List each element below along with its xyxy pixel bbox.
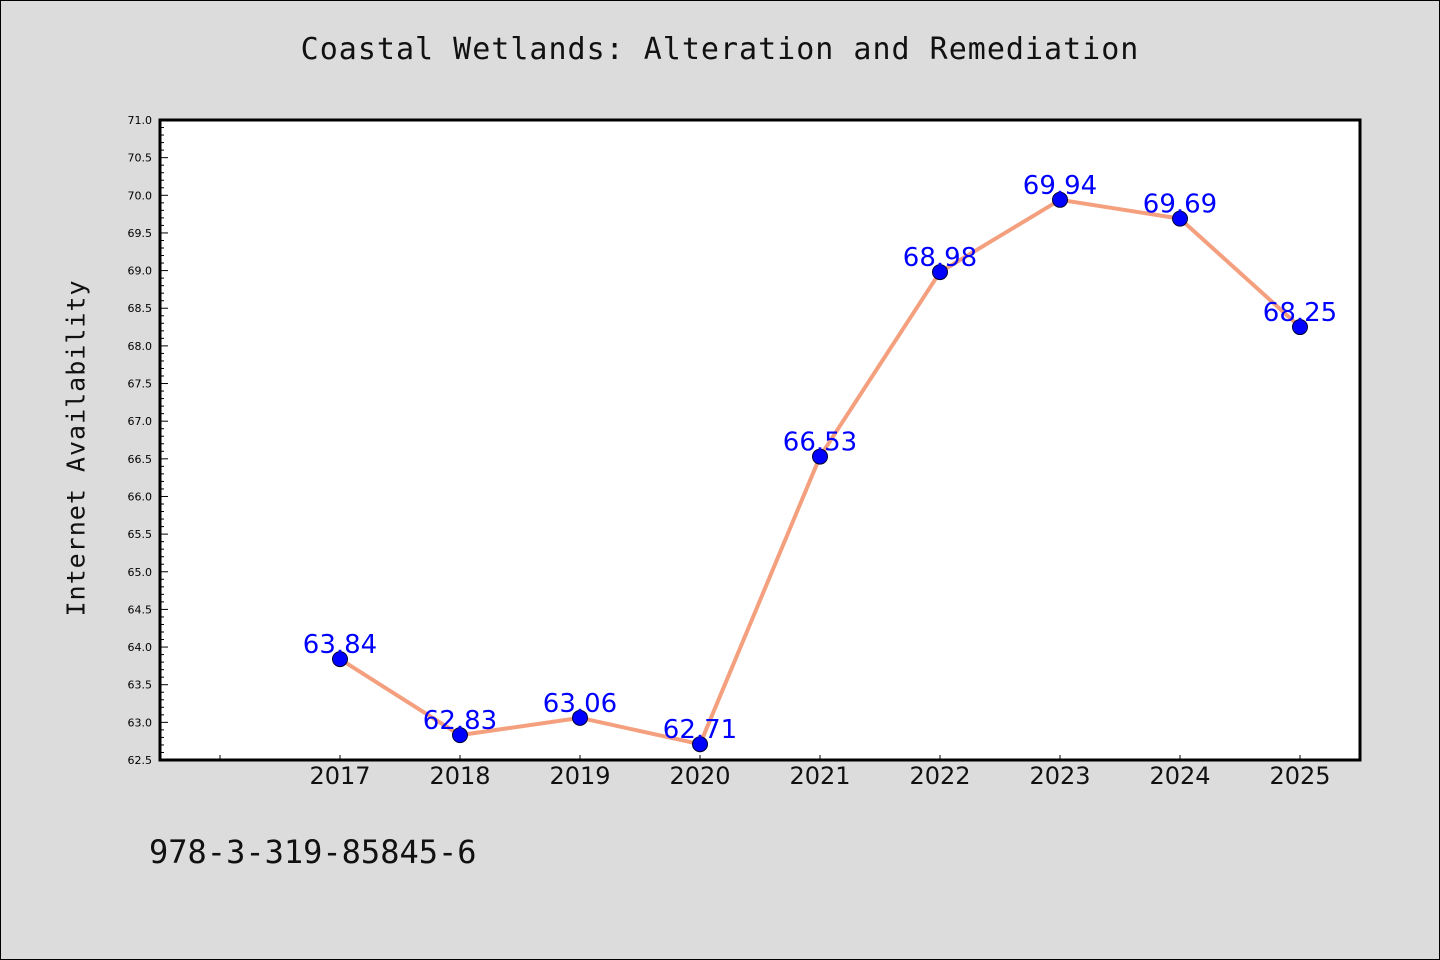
data-label: 63.06: [543, 689, 617, 719]
y-tick-label: 64.0: [128, 641, 153, 654]
data-label: 63.84: [303, 630, 377, 660]
y-tick-label: 63.5: [128, 679, 153, 692]
data-point: [1052, 191, 1068, 208]
y-tick-label: 67.5: [128, 378, 153, 391]
y-tick-label: 64.5: [128, 603, 153, 616]
data-label: 69.69: [1143, 190, 1217, 220]
plot-area: [160, 120, 1360, 760]
y-tick-label: 69.5: [128, 227, 153, 240]
x-tick-label: 2018: [429, 762, 490, 790]
plot-border: [158, 118, 1362, 762]
data-point: [812, 448, 828, 465]
y-tick-label: 62.5: [128, 754, 153, 767]
y-tick-label: 68.0: [128, 340, 153, 353]
x-tick-label: 2019: [549, 762, 610, 790]
y-tick-label: 66.5: [128, 453, 153, 466]
y-tick-label: 65.5: [128, 528, 153, 541]
data-point: [692, 736, 708, 753]
data-label: 62.83: [423, 706, 497, 736]
isbn-footnote: 978-3-319-85845-6: [149, 833, 477, 871]
data-label: 62.71: [663, 715, 737, 745]
data-label: 66.53: [783, 428, 857, 458]
data-point: [932, 264, 948, 281]
data-point: [332, 651, 348, 668]
x-tick-label: 2025: [1269, 762, 1330, 790]
y-tick-label: 71.0: [128, 114, 153, 127]
x-tick-label: 2022: [909, 762, 970, 790]
data-label: 68.98: [903, 243, 977, 273]
x-tick-label: 2021: [789, 762, 850, 790]
data-label: 69.94: [1023, 171, 1097, 201]
y-tick-label: 69.0: [128, 265, 153, 278]
data-point: [452, 727, 468, 744]
data-label: 68.25: [1263, 298, 1337, 328]
x-tick-label: 2017: [309, 762, 370, 790]
y-tick-label: 63.0: [128, 716, 153, 729]
x-tick-label: 2024: [1149, 762, 1210, 790]
data-point: [1292, 319, 1308, 336]
x-tick-label: 2023: [1029, 762, 1090, 790]
y-tick-label: 68.5: [128, 302, 153, 315]
x-tick-label: 2020: [669, 762, 730, 790]
y-tick-label: 70.5: [128, 152, 153, 165]
data-point: [1172, 210, 1188, 227]
y-tick-label: 67.0: [128, 415, 153, 428]
y-tick-label: 66.0: [128, 490, 153, 503]
data-point: [572, 709, 588, 726]
chart-title: Coastal Wetlands: Alteration and Remedia…: [300, 32, 1140, 67]
y-tick-label: 65.0: [128, 566, 153, 579]
y-tick-label: 70.0: [128, 189, 153, 202]
